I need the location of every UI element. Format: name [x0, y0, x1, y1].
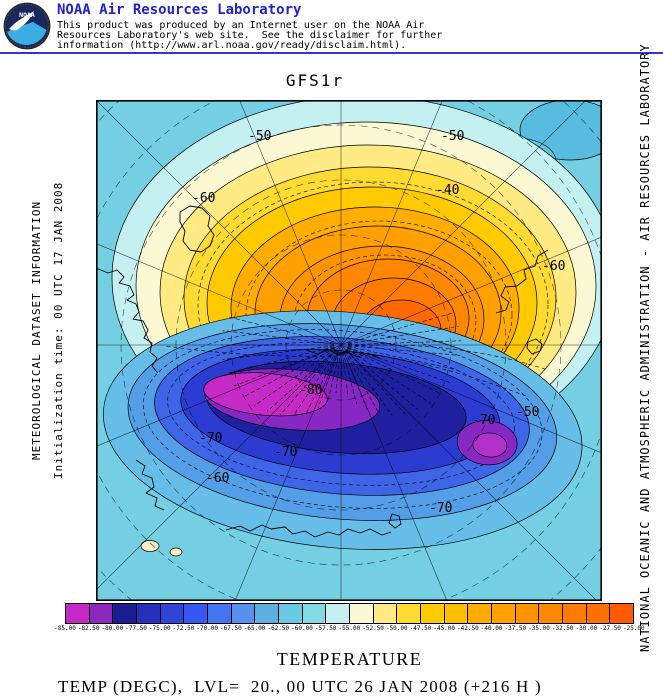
contour-label: -70 [472, 413, 495, 428]
colorbar-cell [302, 604, 327, 623]
colorbar-cell [160, 604, 185, 623]
colorbar-cell [421, 604, 445, 623]
colorbar-tick-label: -30.00 [575, 625, 598, 632]
header-divider [0, 52, 663, 54]
colorbar-cell [444, 604, 469, 623]
contour-label: -60 [192, 191, 215, 206]
colorbar-cell [208, 604, 232, 623]
contour-label: -70 [199, 431, 222, 446]
colorbar-cell [255, 604, 280, 623]
colorbar-cell [610, 604, 634, 623]
colorbar-cell [492, 604, 516, 623]
contour-label: -40 [436, 183, 459, 198]
colorbar-cell [515, 604, 540, 623]
colorbar-cell [89, 604, 114, 623]
colorbar-tick-label: -50.00 [385, 625, 408, 632]
colorbar-tick-label: -70.00 [196, 625, 219, 632]
map-border [96, 100, 602, 601]
page-title: NOAA Air Resources Laboratory [57, 2, 302, 18]
colorbar-tick-label: -67.50 [220, 625, 242, 632]
colorbar-cell [563, 604, 587, 623]
colorbar-cell [539, 604, 564, 623]
contour-label: -50 [441, 129, 464, 144]
colorbar-tick-label: -82.50 [77, 625, 100, 632]
colorbar-cell [137, 604, 161, 623]
colorbar-tick-label: -80.00 [101, 625, 124, 632]
colorbar-cell [350, 604, 374, 623]
contour-label: -50 [516, 405, 539, 420]
colorbar-tick-label: -35.00 [528, 625, 550, 632]
header-disclaimer: This product was produced by an Internet… [57, 21, 442, 51]
colorbar-variable-label: TEMPERATURE [276, 649, 423, 669]
noaa-logo: NOAA [3, 2, 51, 50]
colorbar-cell [231, 604, 256, 623]
map-title: GFS1r [285, 71, 345, 90]
colorbar-tick-label: -37.50 [504, 625, 527, 632]
contour-labels: -50 -50 -60 -40 -60 -80 -70 -70 -60 -70 -70 -50 [192, 129, 565, 516]
colorbar-tick-label: -55.00 [338, 625, 361, 632]
colorbar-cell [66, 604, 90, 623]
colorbar-cell [468, 604, 493, 623]
disclaimer-line-1: This product was produced by an Internet… [57, 20, 425, 31]
coastlines [96, 205, 549, 538]
colorbar-tick-label: -25.00 [622, 625, 645, 632]
contour-label: -60 [542, 259, 565, 274]
graticule-lines [96, 100, 602, 601]
disclaimer-line-2: Resources Laboratory's web site. See the… [57, 30, 443, 41]
colorbar-cell [397, 604, 422, 623]
contour-label: -60 [206, 471, 229, 486]
colorbar-cell [586, 604, 611, 623]
frontal-contour-fan [221, 312, 461, 416]
colorbar-tick-label: -42.50 [457, 625, 479, 632]
colorbar-cell [279, 604, 303, 623]
colorbar-tick-label: -62.50 [267, 625, 290, 632]
colorbar-tick-label: -72.50 [172, 625, 195, 632]
contour-label: -80 [299, 383, 322, 398]
noaa-logo-text: NOAA [19, 11, 35, 19]
disclaimer-line-3: information (http://www.arl.noaa.gov/rea… [57, 40, 407, 51]
noaa-logo-graphic: NOAA [3, 2, 51, 50]
colorbar-cell [184, 604, 209, 623]
temperature-map: -50 -50 -60 -40 -60 -80 -70 -70 -60 -70 -70 -50 [96, 100, 602, 601]
colorbar-tick-label: -57.50 [314, 625, 337, 632]
colorbar-tick-label: -77.50 [125, 625, 147, 632]
colorbar-cell [373, 604, 398, 623]
contour-label: -50 [248, 129, 271, 144]
right-sidebar-caption: NATIONAL OCEANIC AND ATMOSPHERIC ADMINIS… [638, 43, 652, 653]
contour-label: -70 [429, 501, 452, 516]
colorbar-cell [113, 604, 138, 623]
colorbar [65, 603, 634, 624]
colorbar-tick-label: -85.00 [54, 625, 76, 632]
colorbar-tick-label: -65.00 [243, 625, 266, 632]
colorbar-tick-label: -47.50 [409, 625, 432, 632]
contour-label: -70 [274, 445, 297, 460]
left-sidebar-init-time: Initialization time: 00 UTC 17 JAN 2008 [52, 181, 65, 479]
colorbar-tick-label: -60.00 [291, 625, 313, 632]
temperature-map-svg: -50 -50 -60 -40 -60 -80 -70 -70 -60 -70 -70 -50 [96, 100, 602, 601]
colorbar-tick-label: -40.00 [480, 625, 503, 632]
colorbar-tick-label: -75.00 [148, 625, 171, 632]
colorbar-tick-label: -27.50 [599, 625, 621, 632]
colorbar-tick-label: -52.50 [362, 625, 384, 632]
left-sidebar-title: METEOROLOGICAL DATASET INFORMATION [30, 200, 43, 460]
plot-details-caption: TEMP (DEGC), LVL= 20., 00 UTC 26 JAN 200… [58, 677, 542, 696]
colorbar-tick-label: -32.50 [551, 625, 574, 632]
colorbar-cell [326, 604, 351, 623]
colorbar-tick-label: -45.00 [433, 625, 456, 632]
colorbar-ticks: -85.00 -82.50 -80.00 -77.50 -75.00 -72.50 -70.… [54, 625, 644, 633]
